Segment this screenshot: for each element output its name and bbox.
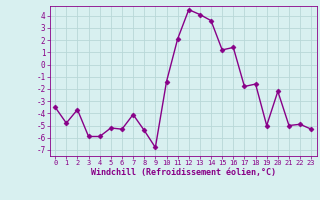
X-axis label: Windchill (Refroidissement éolien,°C): Windchill (Refroidissement éolien,°C) — [91, 168, 276, 177]
